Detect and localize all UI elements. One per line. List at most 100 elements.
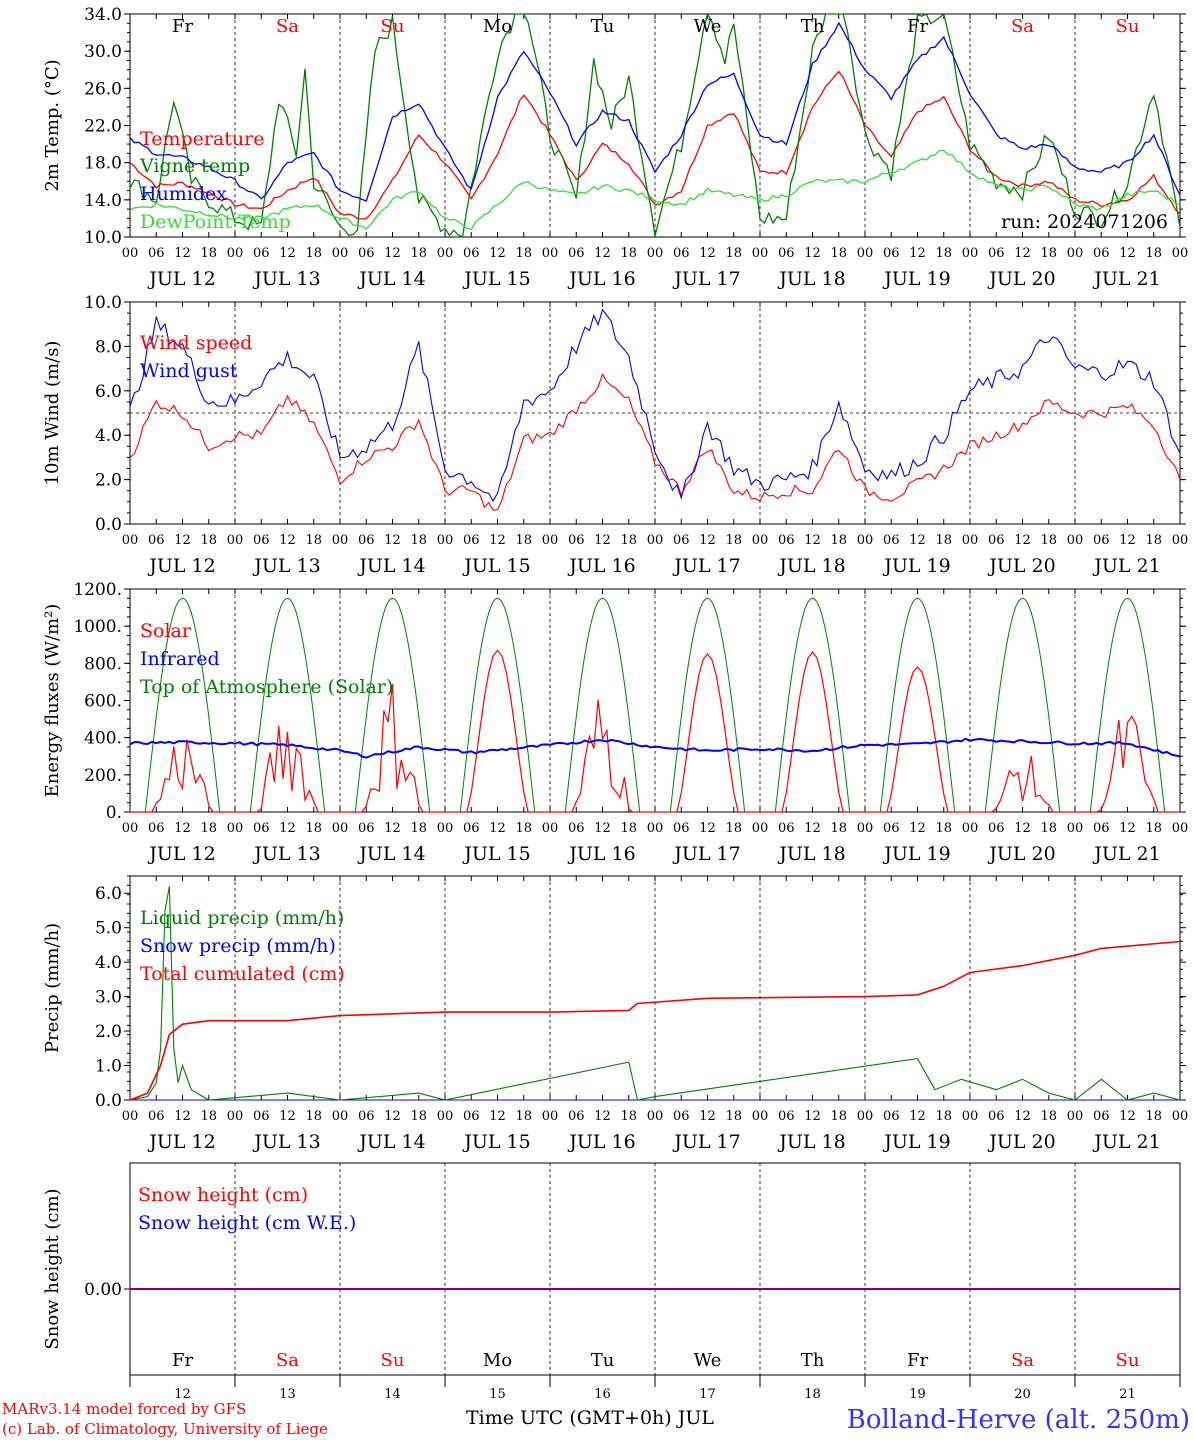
day-of-week-label: Fr [172, 16, 193, 37]
x-hour-label: 06 [148, 821, 165, 836]
panel-frame [129, 588, 1181, 813]
x-hour-label: 12 [804, 533, 821, 548]
x-hour-label: 12 [1119, 246, 1136, 261]
x-hour-label: 12 [384, 1109, 401, 1124]
x-hour-label: 06 [568, 246, 585, 261]
y-tick-label: 14.0 [84, 191, 122, 211]
x-hour-label: 06 [778, 1109, 795, 1124]
y-axis-title: 2m Temp. (°C) [42, 59, 63, 191]
x-date-label: JUL 16 [567, 1131, 635, 1153]
x-hour-label: 00 [962, 246, 979, 261]
x-hour-label: 12 [909, 821, 926, 836]
y-tick-label: 1000. [73, 617, 122, 637]
y-tick-label: 0.0 [95, 1091, 122, 1111]
x-hour-label: 18 [200, 533, 217, 548]
x-hour-label: 12 [489, 246, 506, 261]
x-hour-label: 18 [410, 1109, 427, 1124]
x-hour-label: 18 [1145, 821, 1162, 836]
x-hour-label: 18 [830, 533, 847, 548]
x-date-label: JUL 16 [567, 268, 635, 290]
x-hour-label: 12 [384, 533, 401, 548]
x-hour-label: 00 [647, 533, 664, 548]
x-hour-label: 00 [647, 821, 664, 836]
x-date-label: JUL 19 [882, 843, 950, 865]
x-hour-label: 06 [778, 246, 795, 261]
x-hour-label: 12 [384, 246, 401, 261]
legend-entry: Infrared [140, 648, 220, 670]
x-date-label: JUL 21 [1092, 843, 1160, 865]
x-hour-label: 00 [227, 821, 244, 836]
legend-entry: Liquid precip (mm/h) [140, 907, 344, 929]
x-hour-label: 18 [515, 821, 532, 836]
x-hour-label: 06 [148, 1109, 165, 1124]
x-hour-label: 06 [673, 533, 690, 548]
x-hour-label: 00 [332, 246, 349, 261]
series-line-vigne-temp [129, 12, 1181, 238]
x-hour-label: 00 [962, 1109, 979, 1124]
x-date-label: JUL 14 [357, 843, 425, 865]
day-of-week-label: Mo [483, 16, 512, 37]
y-tick-label: 10.0 [84, 293, 122, 313]
series-line-humidex [129, 21, 1181, 202]
y-tick-label: 22.0 [84, 117, 122, 137]
x-hour-label: 18 [725, 1109, 742, 1124]
x-hour-label: 18 [935, 821, 952, 836]
series-line-total-cumulated [129, 940, 1181, 1101]
day-of-week-label: Tu [591, 16, 615, 37]
x-date-label: JUL 17 [672, 1131, 740, 1153]
x-hour-label: 18 [515, 246, 532, 261]
x-date-label: JUL 12 [147, 843, 215, 865]
x-hour-label: 06 [463, 821, 480, 836]
x-hour-label: 12 [1014, 246, 1031, 261]
x-hour-label: 06 [883, 821, 900, 836]
x-hour-label: 18 [725, 533, 742, 548]
x-hour-label: 18 [935, 246, 952, 261]
x-date-label: JUL 15 [462, 1131, 530, 1153]
x-hour-label: 00 [122, 821, 139, 836]
y-axis-title: Snow height (cm) [42, 1188, 63, 1349]
x-hour-label: 00 [332, 533, 349, 548]
day-of-week-label: Su [1116, 16, 1140, 37]
x-date-label: JUL 18 [777, 268, 845, 290]
y-tick-label: 1200. [73, 580, 122, 600]
x-day-label: 15 [489, 1387, 506, 1402]
legend-entry: Wind gust [140, 360, 238, 382]
x-hour-label: 06 [778, 533, 795, 548]
x-hour-label: 12 [174, 1109, 191, 1124]
x-hour-label: 06 [463, 533, 480, 548]
x-hour-label: 06 [673, 821, 690, 836]
x-date-label: JUL 21 [1092, 1131, 1160, 1153]
x-hour-label: 18 [200, 246, 217, 261]
x-date-label: JUL 12 [147, 1131, 215, 1153]
x-date-label: JUL 17 [672, 843, 740, 865]
day-of-week-label: We [694, 16, 722, 37]
y-tick-label: 400. [84, 729, 122, 749]
x-day-label: 12 [174, 1387, 191, 1402]
x-hour-label: 00 [437, 246, 454, 261]
y-tick-label: 26.0 [84, 79, 122, 99]
x-hour-label: 00 [752, 533, 769, 548]
series-line-infrared [129, 737, 1181, 759]
x-hour-label: 06 [253, 1109, 270, 1124]
x-hour-label: 06 [673, 1109, 690, 1124]
x-hour-label: 00 [227, 533, 244, 548]
x-hour-label: 12 [804, 246, 821, 261]
x-day-label: 21 [1119, 1387, 1136, 1402]
x-hour-label: 06 [883, 533, 900, 548]
x-hour-label: 18 [200, 821, 217, 836]
x-day-label: 18 [804, 1387, 821, 1402]
legend-entry: Solar [140, 620, 192, 642]
legend-entry: Snow height (cm W.E.) [138, 1212, 356, 1234]
x-hour-label: 18 [1040, 1109, 1057, 1124]
y-tick-label: 200. [84, 766, 122, 786]
x-hour-label: 06 [148, 533, 165, 548]
x-hour-label: 18 [515, 533, 532, 548]
x-hour-label: 00 [1172, 821, 1189, 836]
x-hour-label: 06 [148, 246, 165, 261]
x-date-label: JUL 12 [147, 268, 215, 290]
x-date-label: JUL 16 [567, 843, 635, 865]
x-hour-label: 12 [174, 533, 191, 548]
x-hour-label: 12 [279, 1109, 296, 1124]
x-hour-label: 18 [1145, 246, 1162, 261]
x-date-label: JUL 16 [567, 555, 635, 577]
